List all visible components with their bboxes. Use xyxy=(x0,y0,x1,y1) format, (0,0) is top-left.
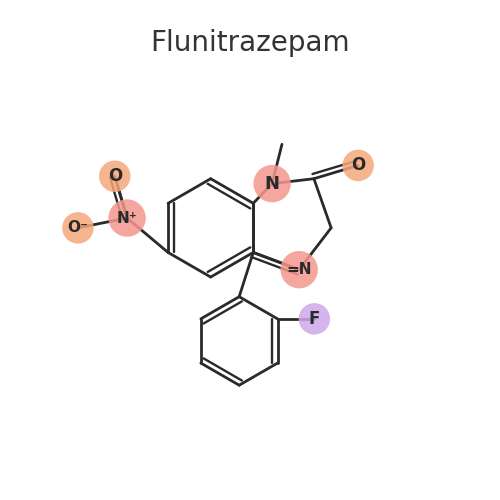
Text: N⁺: N⁺ xyxy=(116,210,138,226)
Circle shape xyxy=(99,160,130,192)
Circle shape xyxy=(254,165,291,202)
Text: =N: =N xyxy=(286,262,312,277)
Circle shape xyxy=(280,251,318,288)
Circle shape xyxy=(108,200,146,236)
Text: Flunitrazepam: Flunitrazepam xyxy=(150,30,350,58)
Text: N: N xyxy=(264,174,280,192)
Circle shape xyxy=(298,303,330,334)
Circle shape xyxy=(62,212,94,244)
Circle shape xyxy=(342,150,374,181)
Text: O⁻: O⁻ xyxy=(68,220,88,236)
Text: O: O xyxy=(351,156,366,174)
Text: O: O xyxy=(108,167,122,185)
Text: F: F xyxy=(308,310,320,328)
